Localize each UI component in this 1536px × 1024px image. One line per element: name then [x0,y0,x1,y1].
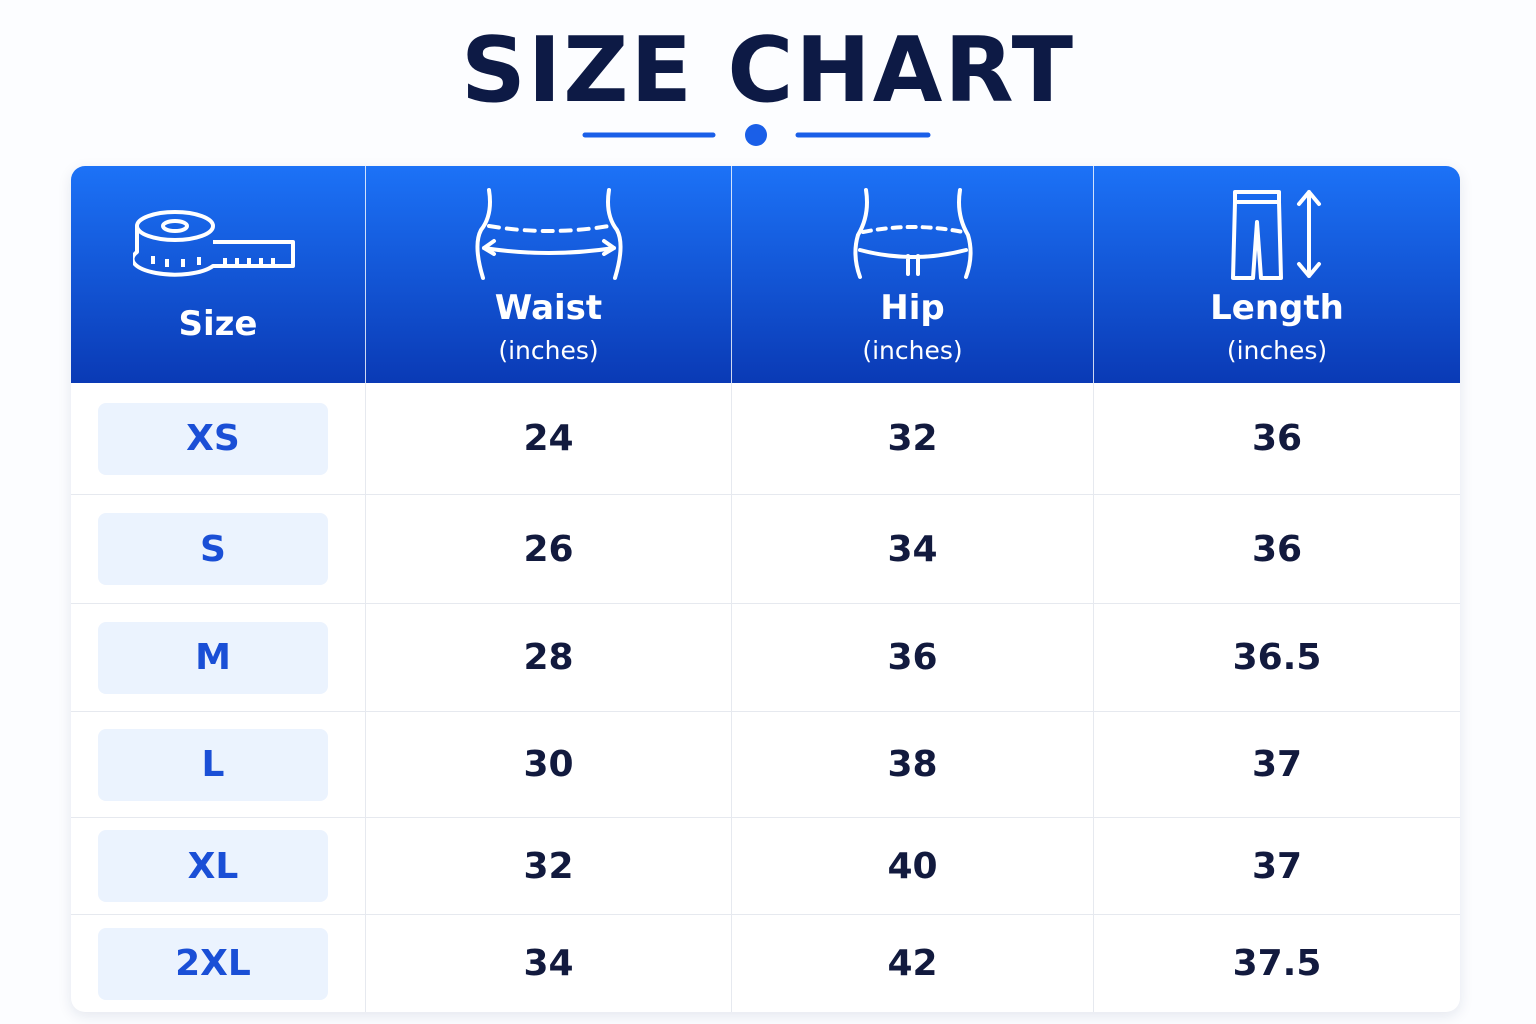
title-divider [582,124,931,146]
table-cell: 37 [1094,712,1460,818]
table-cell: 24 [366,383,732,495]
tape-icon [133,210,295,277]
header-cell: Size [71,166,366,383]
size-badge: XL [98,830,328,902]
table-cell: 32 [366,818,732,915]
table-cell: L [71,712,366,818]
table-cell: 37 [1094,818,1460,915]
table-cell: 32 [732,383,1094,495]
table-header: Size Waist (inches) Hip (inches) [71,166,1460,383]
header-cell: Length (inches) [1094,166,1460,383]
size-badge: XS [98,402,328,475]
table-cell: XL [71,818,366,915]
size-badge: S [98,513,328,585]
table-cell: S [71,495,366,604]
table-cell: 34 [366,915,732,1012]
header-label: Hip [880,288,945,328]
header-unit: (inches) [862,336,963,365]
table-cell: 26 [366,495,732,604]
header-label: Length [1210,288,1344,328]
table-cell: 36.5 [1094,604,1460,712]
length-icon [1231,190,1321,280]
table-cell: 36 [1094,383,1460,495]
table-cell: M [71,604,366,712]
waist-icon [475,188,622,280]
header-unit: (inches) [498,336,599,365]
header-label: Size [178,304,258,344]
table-cell: 36 [732,604,1094,712]
table-cell: 42 [732,915,1094,1012]
size-badge: M [98,621,328,694]
header-unit: (inches) [1226,336,1328,365]
table-cell: 34 [732,495,1094,604]
page-title: SIZE CHART [460,18,1076,123]
table-cell: 40 [732,818,1094,915]
table-cell: 38 [732,712,1094,818]
header-label: Waist [494,288,603,328]
header-cell: Waist (inches) [366,166,732,383]
hip-icon [852,188,973,279]
table-cell: 28 [366,604,732,712]
table-cell: 37.5 [1232,943,1322,984]
table-cell: 36 [1094,495,1460,604]
size-badge: 2XL [98,927,328,1000]
table-cell: 30 [366,712,732,818]
header-cell: Hip (inches) [732,166,1094,383]
size-table: Size Waist (inches) Hip (inches) [71,166,1460,1012]
size-badge: L [98,728,328,801]
table-cell: 2XL [71,915,366,1012]
table-cell: XS [71,383,366,495]
